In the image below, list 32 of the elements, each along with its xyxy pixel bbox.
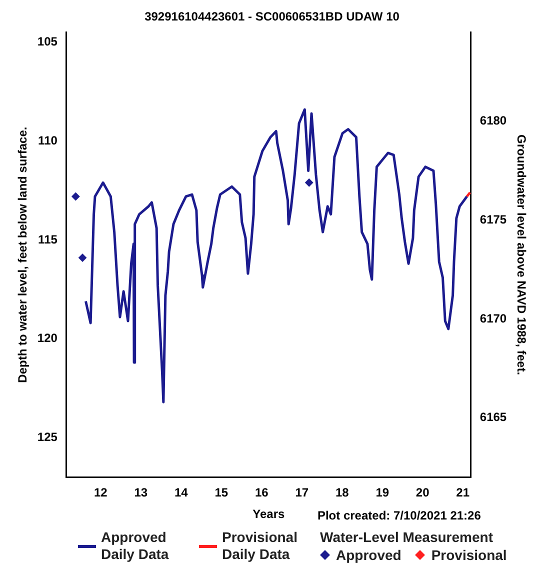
y-tick-label: 125 bbox=[37, 430, 58, 444]
legend-label: Approved Daily Data bbox=[101, 529, 170, 563]
legend-title: Water-Level Measurement bbox=[320, 528, 494, 546]
point bbox=[78, 254, 87, 262]
chart-title: 392916104423601 - SC00606531BD UDAW 10 bbox=[144, 10, 400, 24]
point bbox=[72, 192, 80, 200]
legend-label: Provisional Daily Data bbox=[222, 529, 298, 563]
x-tick-label: 20 bbox=[416, 486, 430, 500]
x-tick-label: 13 bbox=[134, 486, 148, 500]
text: Plot created: 7/10/2021 21:26 bbox=[317, 508, 482, 522]
x-tick-label: 19 bbox=[376, 486, 390, 500]
y-tick-label: 115 bbox=[38, 232, 58, 246]
x-tick-label: 18 bbox=[335, 486, 350, 500]
y2-axis-title: Groundwater level above NAVD 1988, feet. bbox=[514, 134, 528, 376]
y2-tick-label: 6170 bbox=[480, 311, 507, 326]
y-tick-label: 110 bbox=[38, 133, 58, 148]
x-tick-label: 21 bbox=[456, 486, 470, 500]
y2-tick-label: 6180 bbox=[480, 114, 507, 128]
x-tick-label: 16 bbox=[254, 486, 269, 500]
y-tick-label: 120 bbox=[37, 331, 58, 346]
y-axis-title: Depth to water level, feet below land surface. bbox=[16, 126, 30, 383]
y-tick-label: 105 bbox=[37, 34, 58, 49]
y2-tick-label: 6165 bbox=[480, 410, 507, 424]
point bbox=[305, 178, 314, 187]
x-tick-label: 14 bbox=[174, 486, 188, 500]
legend-label: Provisional bbox=[430, 546, 507, 564]
legend-label: Approved bbox=[335, 546, 402, 564]
y2-tick-label: 6175 bbox=[480, 212, 507, 227]
x-tick-label: 15 bbox=[214, 486, 228, 500]
x-tick-label: 17 bbox=[295, 486, 309, 500]
x-axis-title: Years bbox=[252, 507, 285, 522]
x-tick-label: 12 bbox=[94, 486, 108, 500]
